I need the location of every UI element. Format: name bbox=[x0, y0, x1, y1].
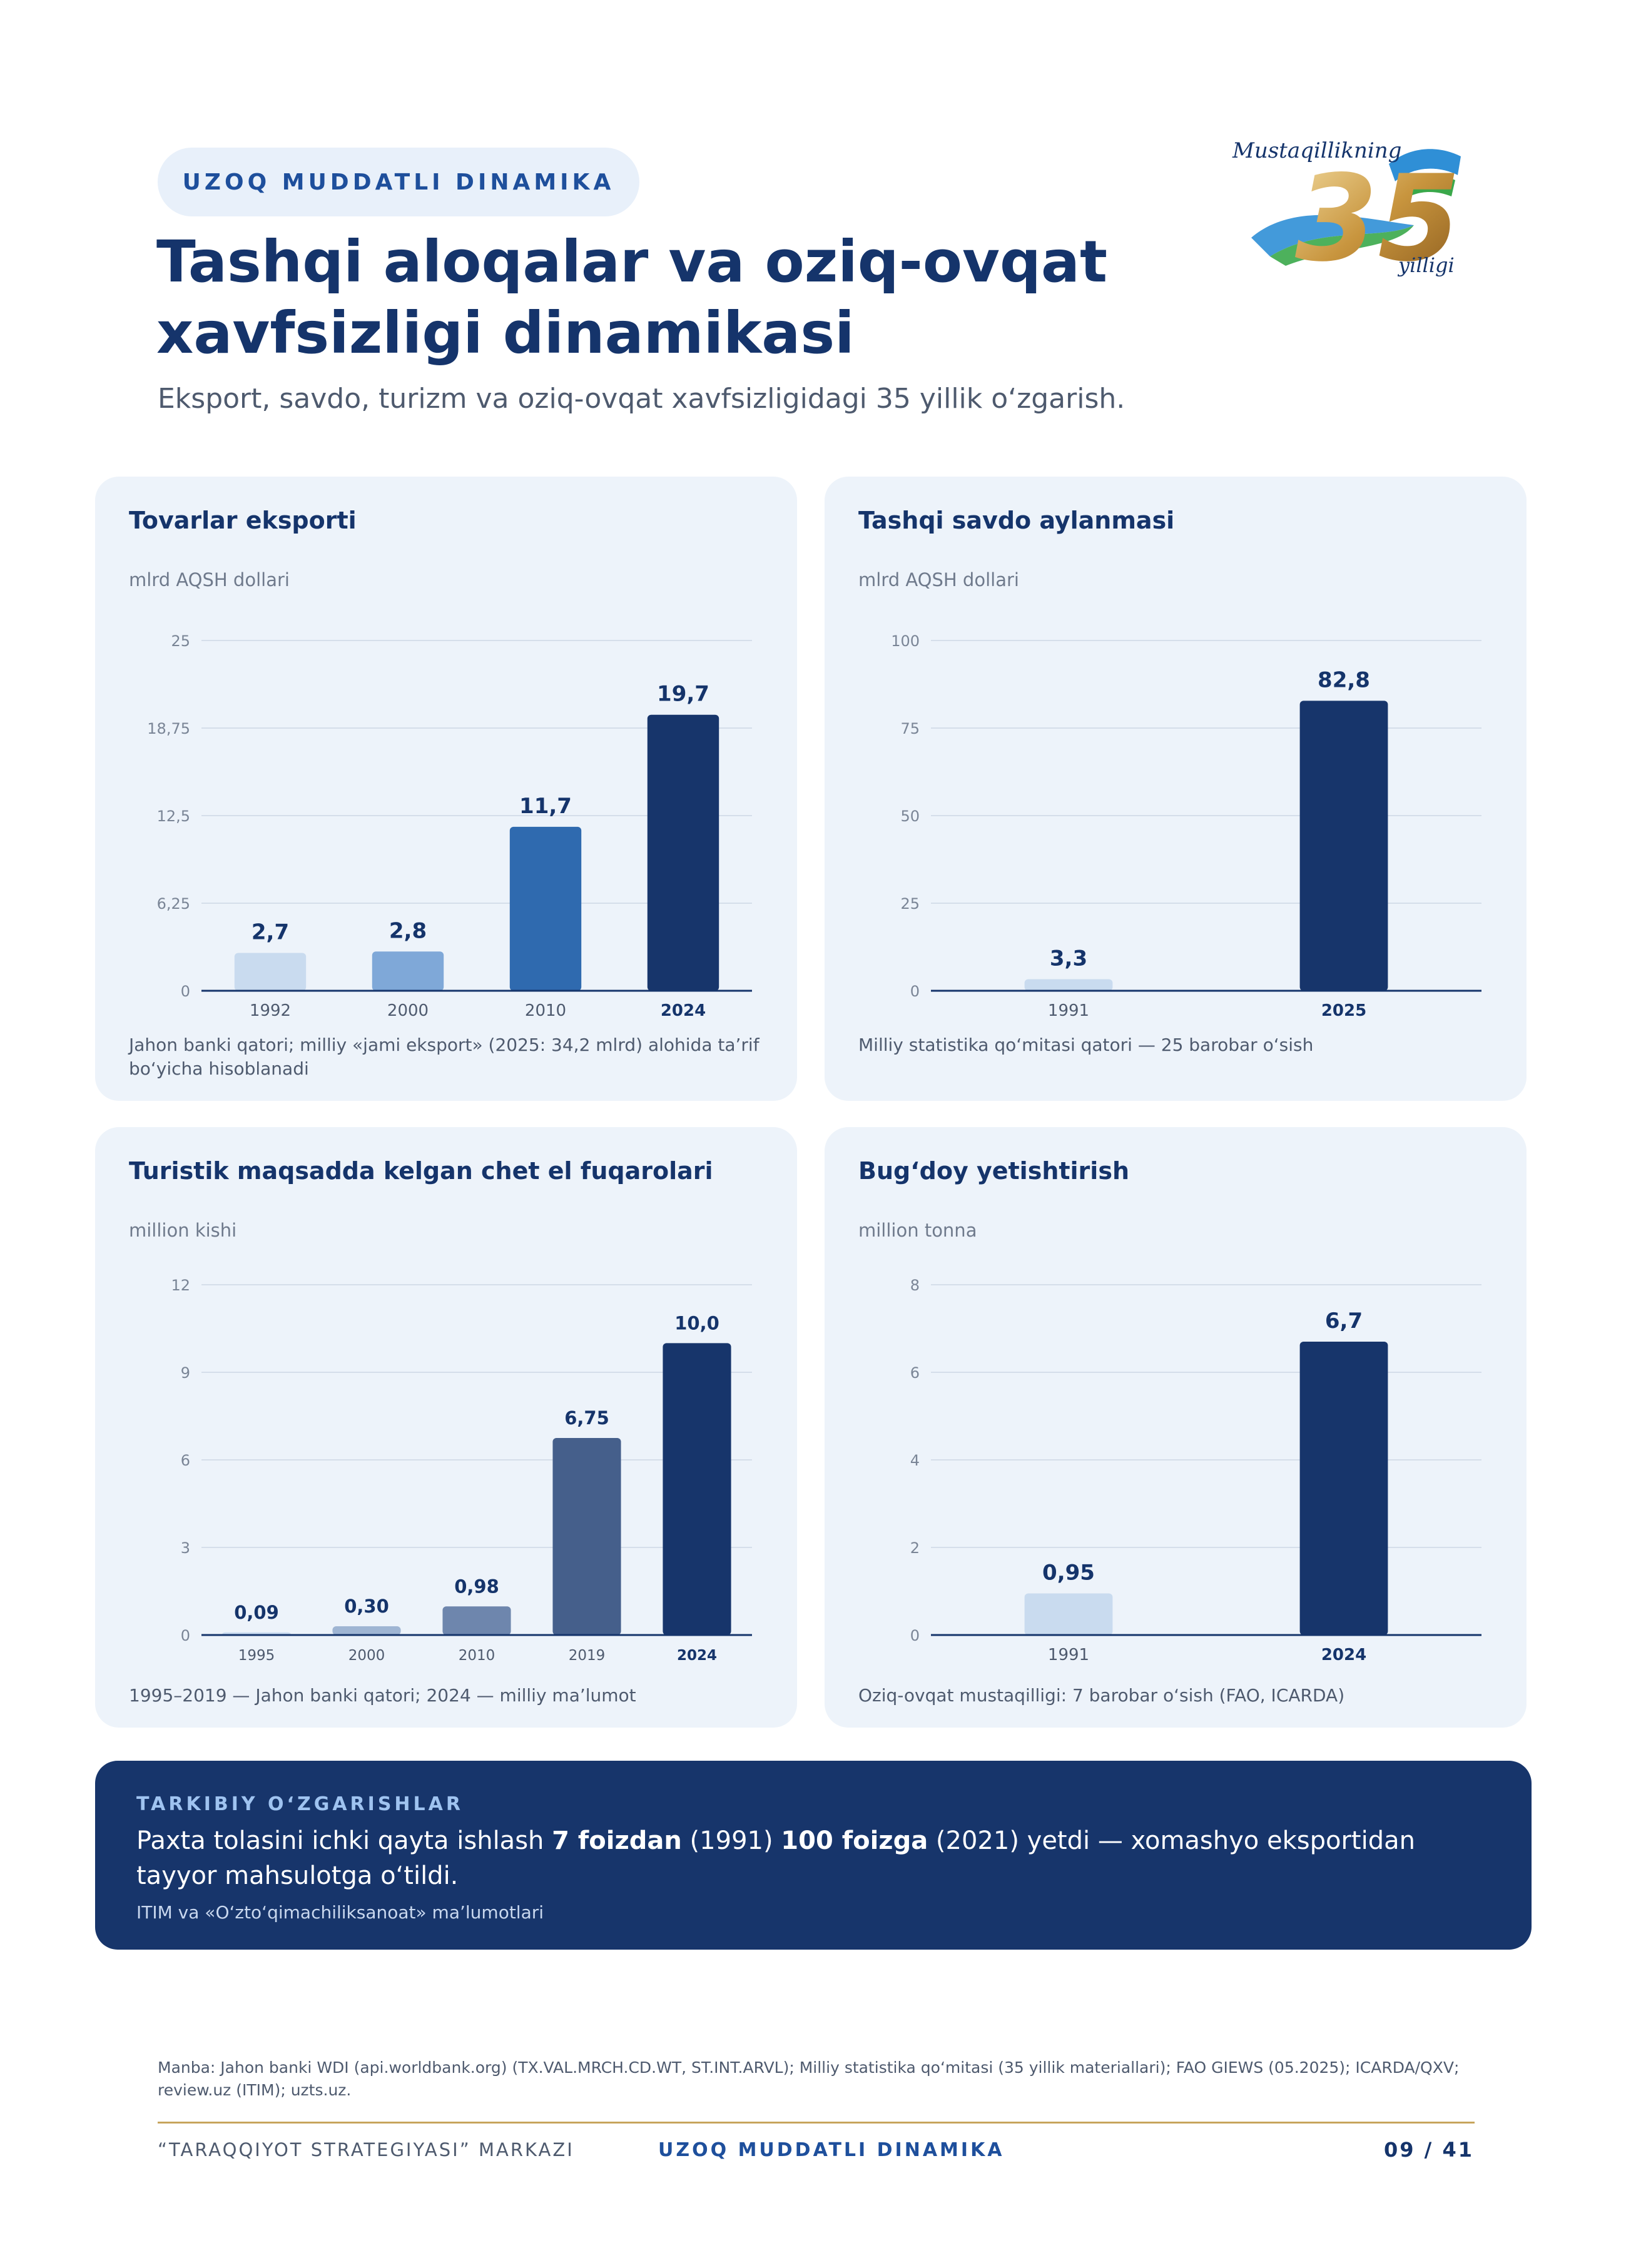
y-tick-label: 25 bbox=[900, 895, 920, 913]
y-tick-label: 8 bbox=[910, 1277, 920, 1294]
bar-value-label: 0,95 bbox=[1042, 1561, 1095, 1586]
y-tick-label: 6 bbox=[181, 1452, 190, 1469]
bar bbox=[552, 1438, 621, 1635]
page-title: Tashqi aloqalar va oziq-ovqat xavfsizlig… bbox=[156, 226, 1157, 369]
y-tick-label: 3 bbox=[181, 1539, 190, 1557]
sources-note: Manba: Jahon banki WDI (api.worldbank.or… bbox=[158, 2058, 1460, 2099]
bar-value-label: 19,7 bbox=[657, 682, 709, 707]
y-tick-label: 9 bbox=[181, 1364, 190, 1382]
chart-unit: mlrd AQSH dollari bbox=[129, 569, 290, 590]
banner-text: Paxta tolasini ichki qayta ishlash 7 foi… bbox=[136, 1826, 1415, 1890]
bar-value-label: 2,8 bbox=[389, 918, 427, 943]
page-number: 09 / 41 bbox=[1383, 2138, 1474, 2162]
chart-card-trade-turnover: Tashqi savdo aylanmasi mlrd AQSH dollari… bbox=[825, 477, 1527, 1101]
banner-highlight-1: 7 foizdan bbox=[552, 1826, 682, 1855]
logo-text-bottom: yilligi bbox=[1397, 253, 1455, 277]
chart-note: Jahon banki qatori; milliy «jami eksport… bbox=[129, 1035, 760, 1079]
page-title-line-2: xavfsizligi dinamikasi bbox=[156, 300, 855, 367]
x-tick-label: 2024 bbox=[677, 1648, 717, 1664]
bar bbox=[509, 826, 582, 991]
page-title-line-1: Tashqi aloqalar va oziq-ovqat bbox=[156, 228, 1107, 295]
chart-exports: 0 6,25 12,5 18,75 25 2,7 1992 2,8 2000 11,7 2010 19… bbox=[147, 632, 752, 1020]
bar-value-label: 0,09 bbox=[234, 1602, 279, 1623]
chart-card-tourists: Turistik maqsadda kelgan chet el fuqarol… bbox=[95, 1127, 797, 1728]
bar bbox=[1024, 979, 1113, 991]
section-pill-label: UZOQ MUDDATLI DINAMIKA bbox=[182, 169, 615, 195]
y-tick-label: 75 bbox=[900, 720, 920, 737]
x-tick-label: 1991 bbox=[1048, 1646, 1089, 1664]
x-tick-label: 1995 bbox=[238, 1648, 275, 1664]
y-tick-label: 6 bbox=[910, 1364, 920, 1382]
chart-title: Tashqi savdo aylanmasi bbox=[858, 507, 1175, 534]
footer-organization: “TARAQQIYOT STRATEGIYASI” MARKAZI bbox=[158, 2139, 574, 2160]
y-tick-label: 4 bbox=[910, 1452, 920, 1469]
y-tick-label: 0 bbox=[181, 1627, 190, 1644]
x-tick-label: 2025 bbox=[1321, 1001, 1366, 1020]
logo-number: 35 bbox=[1295, 149, 1460, 288]
y-tick-label: 12,5 bbox=[157, 807, 190, 825]
y-tick-label: 6,25 bbox=[157, 895, 190, 913]
page-subtitle: Eksport, savdo, turizm va oziq-ovqat xav… bbox=[158, 383, 1125, 415]
chart-title: Bug‘doy yetishtirish bbox=[858, 1157, 1129, 1185]
chart-unit: million tonna bbox=[858, 1220, 977, 1241]
chart-tourists: 0 3 6 9 12 0,09 1995 0,30 2000 0,98 2010 6,75 2019 10… bbox=[171, 1277, 752, 1664]
y-tick-label: 0 bbox=[181, 983, 190, 1000]
structural-changes-banner: TARKIBIY O‘ZGARISHLAR Paxta tolasini ich… bbox=[95, 1761, 1532, 1950]
section-pill: UZOQ MUDDATLI DINAMIKA bbox=[158, 148, 639, 216]
bar-value-label: 0,30 bbox=[344, 1596, 389, 1617]
bar-value-label: 2,7 bbox=[252, 920, 289, 945]
chart-trade-turnover: 0 25 50 75 100 3,3 1991 82,8 2025 bbox=[891, 632, 1481, 1020]
footer-divider bbox=[158, 2122, 1475, 2124]
bar bbox=[332, 1626, 401, 1635]
chart-note: Oziq-ovqat mustaqilligi: 7 barobar o‘sis… bbox=[858, 1685, 1345, 1706]
banner-source: ITIM va «O‘zto‘qimachiliksanoat» ma’lumo… bbox=[136, 1902, 544, 1923]
chart-card-wheat: Bug‘doy yetishtirish million tonna 0 2 4 6 8… bbox=[825, 1127, 1527, 1728]
bar bbox=[647, 714, 719, 991]
chart-unit: mlrd AQSH dollari bbox=[858, 569, 1019, 590]
anniversary-logo: 35 Mustaqillikning yilligi bbox=[1232, 138, 1461, 288]
y-tick-label: 2 bbox=[910, 1539, 920, 1557]
bar-value-label: 6,7 bbox=[1325, 1309, 1363, 1334]
bar-value-label: 3,3 bbox=[1050, 946, 1087, 971]
x-tick-label: 2000 bbox=[387, 1001, 429, 1020]
y-tick-label: 0 bbox=[910, 1627, 920, 1644]
chart-title: Turistik maqsadda kelgan chet el fuqarol… bbox=[129, 1157, 713, 1185]
bar bbox=[663, 1343, 731, 1635]
y-tick-label: 12 bbox=[171, 1277, 190, 1294]
bar-value-label: 11,7 bbox=[519, 794, 572, 819]
banner-label: TARKIBIY O‘ZGARISHLAR bbox=[136, 1793, 464, 1815]
x-tick-label: 1992 bbox=[250, 1001, 291, 1020]
y-tick-label: 18,75 bbox=[147, 720, 190, 737]
y-tick-label: 0 bbox=[910, 983, 920, 1000]
chart-title: Tovarlar eksporti bbox=[129, 507, 357, 534]
bar bbox=[234, 953, 307, 991]
bar bbox=[1299, 1342, 1388, 1635]
chart-card-exports: Tovarlar eksporti mlrd AQSH dollari 0 6,2… bbox=[95, 477, 797, 1101]
footer-section: UZOQ MUDDATLI DINAMIKA bbox=[658, 2139, 1005, 2161]
y-tick-label: 50 bbox=[900, 807, 920, 825]
x-tick-label: 2019 bbox=[569, 1648, 606, 1664]
x-tick-label: 2024 bbox=[1321, 1646, 1366, 1664]
banner-highlight-2: 100 foizga bbox=[781, 1826, 928, 1855]
x-tick-label: 1991 bbox=[1048, 1001, 1089, 1020]
chart-wheat: 0 2 4 6 8 0,95 1991 6,7 2024 bbox=[910, 1277, 1481, 1664]
chart-unit: million kishi bbox=[129, 1220, 237, 1241]
y-tick-label: 100 bbox=[891, 632, 920, 650]
bar-value-label: 10,0 bbox=[674, 1312, 719, 1334]
x-tick-label: 2000 bbox=[348, 1648, 385, 1664]
bar bbox=[372, 951, 444, 991]
x-tick-label: 2010 bbox=[525, 1001, 566, 1020]
bar-value-label: 0,98 bbox=[454, 1576, 499, 1597]
logo-text-top: Mustaqillikning bbox=[1232, 138, 1401, 163]
x-tick-label: 2024 bbox=[661, 1001, 706, 1020]
bar-value-label: 82,8 bbox=[1318, 667, 1370, 692]
bar-value-label: 6,75 bbox=[564, 1407, 609, 1429]
bar bbox=[1024, 1593, 1113, 1635]
bar bbox=[442, 1606, 511, 1635]
bar bbox=[1299, 701, 1388, 991]
y-tick-label: 25 bbox=[171, 632, 190, 650]
x-tick-label: 2010 bbox=[459, 1648, 495, 1664]
chart-note: Milliy statistika qo‘mitasi qatori — 25 … bbox=[858, 1035, 1314, 1055]
chart-note: 1995–2019 — Jahon banki qatori; 2024 — m… bbox=[129, 1685, 636, 1706]
